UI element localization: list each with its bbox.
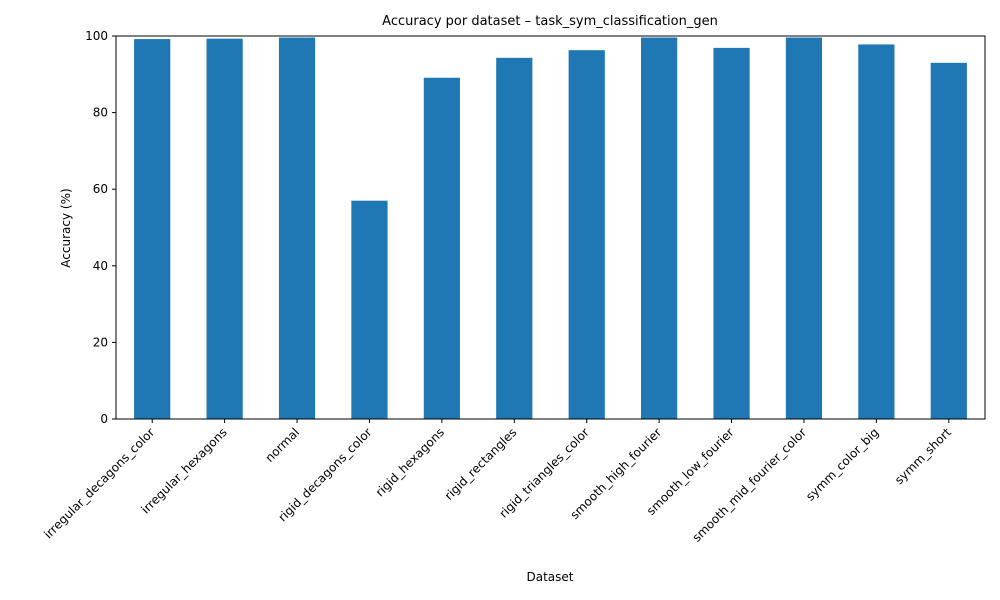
bar-rigid-decagons-color [351, 200, 388, 419]
y-axis: 0 20 40 60 80 100 [85, 29, 116, 426]
x-tick-label: symm_color_big [803, 425, 881, 503]
bar-symm-short [930, 62, 967, 420]
chart-title: Accuracy por dataset – task_sym_classifi… [382, 14, 718, 29]
x-tick-label: normal [263, 425, 303, 465]
bar-smooth-low-fourier [713, 47, 750, 420]
x-axis: irregular_decagons_colorirregular_hexago… [41, 419, 954, 545]
bar-smooth-mid-fourier-color [785, 37, 823, 419]
bar-rigid-hexagons [423, 77, 460, 419]
bar-rigid-triangles-color [568, 50, 605, 420]
y-axis-label: Accuracy (%) [59, 188, 73, 267]
x-tick-label: irregular_decagons_color [41, 425, 157, 541]
y-tick-label: 80 [93, 106, 108, 120]
bar-irregular-hexagons [206, 38, 243, 419]
bars-group [134, 37, 967, 420]
y-tick-label: 100 [85, 29, 108, 43]
plot-frame [115, 35, 986, 420]
x-axis-label: Dataset [527, 570, 574, 584]
bar-normal [278, 37, 316, 419]
y-tick-label: 20 [93, 335, 108, 349]
x-tick-label: symm_short [892, 425, 954, 487]
x-tick-label: rigid_rectangles [442, 425, 520, 503]
bar-smooth-high-fourier [641, 37, 678, 419]
y-tick-label: 0 [100, 412, 108, 426]
y-tick-label: 40 [93, 259, 108, 273]
bar-symm-color-big [858, 44, 895, 420]
bar-irregular-decagons-color [134, 39, 171, 420]
y-tick-label: 60 [93, 182, 108, 196]
bar-rigid-rectangles [496, 57, 533, 420]
x-tick-label: rigid_hexagons [373, 425, 447, 499]
